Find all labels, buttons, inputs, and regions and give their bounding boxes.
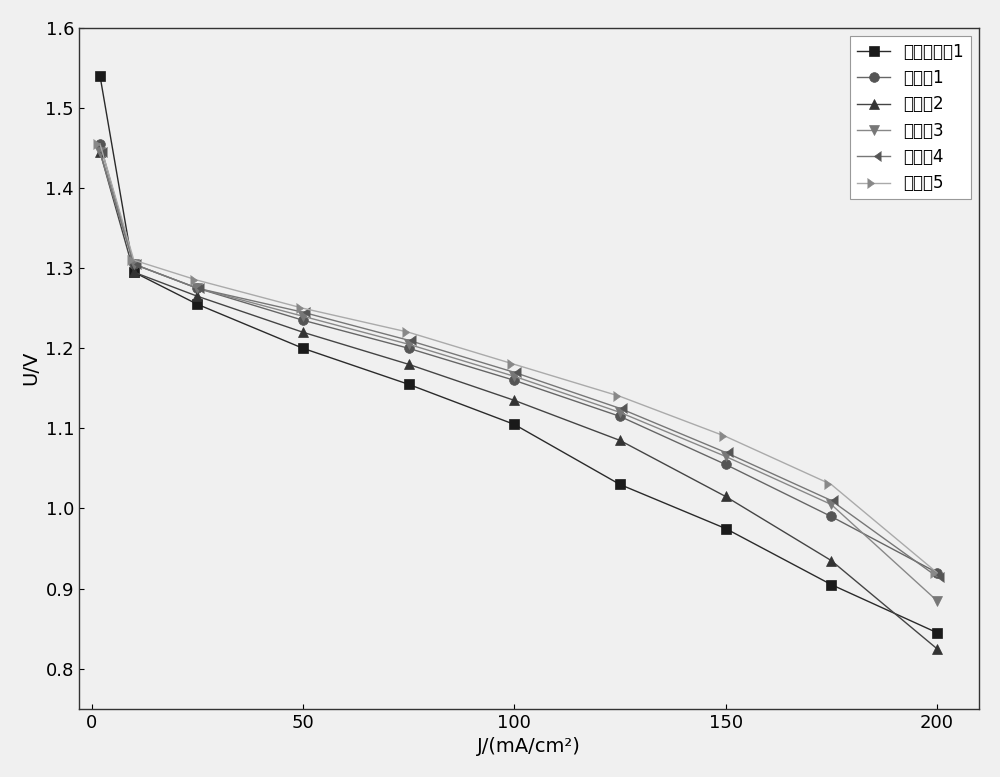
- 对比测试例1: [128, 267, 140, 277]
- 测试例2: [403, 360, 415, 369]
- 测试例1: [825, 512, 837, 521]
- 测试例4: [128, 260, 140, 269]
- 测试例2: [297, 328, 309, 337]
- 对比测试例1: [297, 343, 309, 353]
- 测试例2: [508, 395, 520, 405]
- 对比测试例1: [94, 71, 106, 81]
- 测试例4: [94, 148, 106, 157]
- 测试例3: [128, 260, 140, 269]
- 测试例2: [931, 644, 943, 653]
- 测试例3: [614, 408, 626, 417]
- Line: 测试例5: 测试例5: [95, 139, 942, 577]
- 测试例4: [297, 308, 309, 317]
- 对比测试例1: [825, 580, 837, 589]
- 测试例4: [191, 284, 203, 293]
- 测试例3: [720, 451, 732, 461]
- 测试例3: [191, 284, 203, 293]
- 测试例1: [94, 139, 106, 148]
- Line: 测试例3: 测试例3: [95, 147, 942, 605]
- Y-axis label: U/V: U/V: [21, 351, 40, 385]
- 测试例5: [931, 568, 943, 577]
- 测试例4: [403, 336, 415, 345]
- 测试例3: [403, 340, 415, 349]
- 测试例5: [508, 360, 520, 369]
- 测试例3: [508, 371, 520, 381]
- 测试例4: [614, 404, 626, 413]
- 测试例5: [825, 479, 837, 489]
- 测试例1: [128, 260, 140, 269]
- 对比测试例1: [931, 628, 943, 637]
- 测试例1: [614, 412, 626, 421]
- 测试例5: [403, 328, 415, 337]
- 测试例4: [508, 368, 520, 377]
- 测试例4: [720, 448, 732, 457]
- 对比测试例1: [191, 300, 203, 309]
- 测试例1: [720, 460, 732, 469]
- 测试例3: [94, 148, 106, 157]
- Legend: 对比测试例1, 测试例1, 测试例2, 测试例3, 测试例4, 测试例5: 对比测试例1, 测试例1, 测试例2, 测试例3, 测试例4, 测试例5: [850, 37, 971, 199]
- 测试例5: [297, 304, 309, 313]
- 对比测试例1: [508, 420, 520, 429]
- 测试例2: [191, 291, 203, 301]
- 测试例4: [825, 496, 837, 505]
- 对比测试例1: [614, 479, 626, 489]
- 测试例5: [94, 139, 106, 148]
- 对比测试例1: [403, 380, 415, 389]
- 测试例3: [931, 596, 943, 605]
- 测试例5: [128, 256, 140, 265]
- Line: 测试例4: 测试例4: [95, 147, 942, 581]
- 测试例1: [508, 375, 520, 385]
- 测试例2: [94, 148, 106, 157]
- Line: 测试例2: 测试例2: [95, 147, 942, 653]
- 测试例5: [191, 276, 203, 285]
- 测试例2: [614, 436, 626, 445]
- 测试例2: [128, 267, 140, 277]
- 测试例3: [825, 500, 837, 509]
- 测试例5: [720, 432, 732, 441]
- X-axis label: J/(mA/cm²): J/(mA/cm²): [477, 737, 581, 756]
- 测试例2: [720, 492, 732, 501]
- 测试例3: [297, 312, 309, 321]
- 测试例4: [931, 572, 943, 581]
- Line: 测试例1: 测试例1: [95, 139, 942, 577]
- 对比测试例1: [720, 524, 732, 533]
- 测试例2: [825, 556, 837, 565]
- 测试例1: [931, 568, 943, 577]
- Line: 对比测试例1: 对比测试例1: [95, 71, 942, 637]
- 测试例1: [297, 315, 309, 325]
- 测试例5: [614, 392, 626, 401]
- 测试例1: [403, 343, 415, 353]
- 测试例1: [191, 284, 203, 293]
